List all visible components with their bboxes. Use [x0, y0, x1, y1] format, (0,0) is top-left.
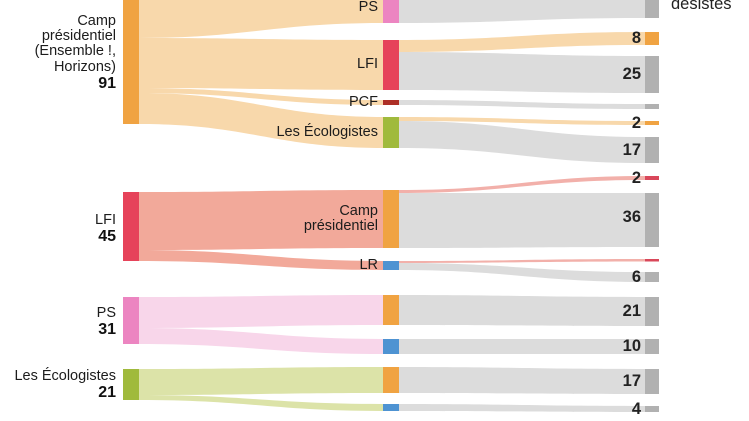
flow-eco-out-org — [399, 117, 645, 125]
node-mid-lr1 — [383, 261, 399, 270]
node-out-lfi-o — [645, 32, 659, 45]
node-out-cp2-g — [645, 297, 659, 326]
flow-lr2-out-gray — [399, 339, 645, 354]
node-mid-ps — [383, 0, 399, 23]
flow-lfi-out-gray — [399, 52, 645, 93]
node-out-ps — [645, 0, 659, 18]
flow-camp-to-ps — [139, 0, 383, 38]
node-mid-lr3 — [383, 404, 399, 411]
node-mid-cp2 — [383, 295, 399, 325]
node-mid-cp1 — [383, 190, 399, 248]
flow-lr1-out-red — [399, 259, 645, 263]
flow-camp-to-lfi — [139, 38, 383, 90]
flow-ps-to-lr — [139, 328, 383, 354]
flow-camp-to-eco — [139, 93, 383, 148]
flow-camp-to-pcf — [139, 88, 383, 105]
flow-lr1-out-gray — [399, 263, 645, 282]
right-column-header-desistes: désistés — [671, 0, 732, 13]
node-src-lfi — [123, 192, 139, 261]
flow-eco-to-lr — [139, 395, 383, 411]
node-mid-lr2 — [383, 339, 399, 354]
node-out-eco-g — [645, 137, 659, 163]
node-mid-lfi — [383, 40, 399, 90]
flow-cp2-out-gray — [399, 295, 645, 326]
node-src-camp — [123, 0, 139, 124]
node-src-eco — [123, 369, 139, 400]
flow-ps-to-cp — [139, 295, 383, 328]
flow-cp1-out-red — [399, 176, 645, 193]
flow-lfi-to-lr — [139, 250, 383, 270]
flow-pcf-out-gray — [399, 100, 645, 109]
node-out-eco-o — [645, 121, 659, 125]
flow-eco-to-cp — [139, 367, 383, 395]
node-out-cp1-g — [645, 193, 659, 247]
flow-lfi-out-org — [399, 32, 645, 52]
flow-cp3-out-gray — [399, 367, 645, 394]
node-out-lr2-g — [645, 339, 659, 354]
flow-eco-out-gray — [399, 121, 645, 163]
flow-ps-out — [399, 0, 645, 23]
flow-lr3-out-gray — [399, 404, 645, 412]
node-mid-eco — [383, 117, 399, 148]
node-mid-pcf — [383, 100, 399, 105]
node-src-ps — [123, 297, 139, 344]
node-out-lr1-r — [645, 259, 659, 262]
node-out-pcf-g — [645, 104, 659, 109]
node-out-lr3-g — [645, 406, 659, 412]
node-out-cp3-g — [645, 369, 659, 394]
node-out-lfi-g — [645, 56, 659, 93]
node-out-cp1-r — [645, 176, 659, 180]
node-out-lr1-g — [645, 272, 659, 282]
node-mid-cp3 — [383, 367, 399, 393]
flow-cp1-out-gray — [399, 193, 645, 248]
flow-lfi-to-cp — [139, 190, 383, 250]
